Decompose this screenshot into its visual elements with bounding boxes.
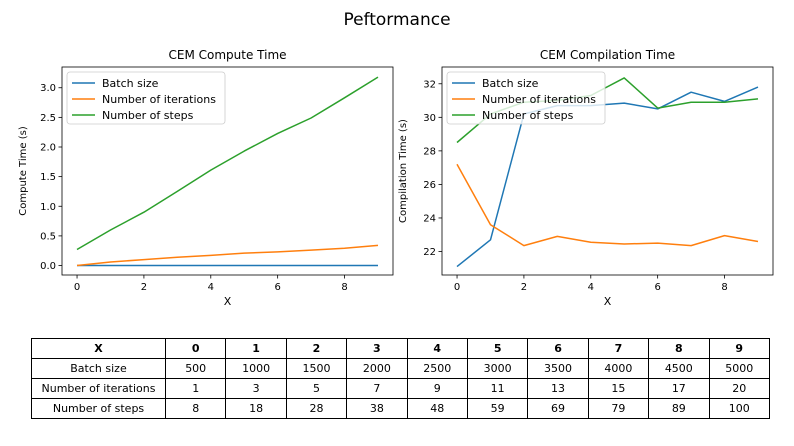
table-row: Batch size 500 1000 1500 2000 2500 3000 … <box>31 358 771 379</box>
y-tick-label: 32 <box>423 79 436 90</box>
table-cell: 15 <box>587 378 650 399</box>
series-line-0 <box>456 86 759 268</box>
x-tick-label: 0 <box>454 282 460 293</box>
x-tick-label: 8 <box>721 282 727 293</box>
table-cell: 100 <box>708 398 771 419</box>
y-tick-label: 1.5 <box>40 172 56 183</box>
figure-title: Peftormance <box>343 10 451 30</box>
table-cell: 18 <box>225 398 287 419</box>
x-tick-label: 2 <box>141 282 147 293</box>
table-cell: 20 <box>708 378 771 399</box>
table-header-cell: 2 <box>285 338 348 359</box>
table-cell: 500 <box>164 358 227 379</box>
x-tick-label: 8 <box>341 282 347 293</box>
table-header-cell: 1 <box>225 338 287 359</box>
table-header-cell: 7 <box>587 338 650 359</box>
legend-box <box>446 71 606 125</box>
plot-frame <box>441 66 774 276</box>
x-tick-label: 2 <box>521 282 527 293</box>
x-tick-label: 0 <box>74 282 80 293</box>
table-cell: 69 <box>527 398 589 419</box>
series-line-2 <box>76 76 379 251</box>
x-tick-label: 4 <box>208 282 214 293</box>
y-tick-label: 1.0 <box>40 202 56 213</box>
x-tick-label: 6 <box>274 282 280 293</box>
y-tick-label: 26 <box>423 180 436 191</box>
table-cell: 2500 <box>406 358 468 379</box>
table-header-cell: 9 <box>708 338 771 359</box>
table-cell: 28 <box>285 398 348 419</box>
table-cell: 89 <box>648 398 710 419</box>
table-row: Number of iterations 1 3 5 7 9 11 13 15 … <box>31 378 771 399</box>
legend-label-2: Number of steps <box>482 109 574 122</box>
y-tick-label: 24 <box>423 213 436 224</box>
legend-label-2: Number of steps <box>102 109 194 122</box>
table-row: Number of steps 8 18 28 38 48 59 69 79 8… <box>31 398 771 419</box>
table-cell: 1500 <box>285 358 348 379</box>
y-tick-label: 2.0 <box>40 143 56 154</box>
table-cell: 4500 <box>648 358 710 379</box>
y-tick-label: 0.5 <box>40 231 56 242</box>
y-tick-label: 0.0 <box>40 261 56 272</box>
table-row-label: Batch size <box>31 358 166 379</box>
chart-title: CEM Compilation Time <box>540 48 675 62</box>
y-tick-label: 22 <box>423 247 436 258</box>
x-axis-label: X <box>224 295 232 308</box>
table-cell: 79 <box>587 398 650 419</box>
table-cell: 2000 <box>346 358 408 379</box>
table-row-label: Number of iterations <box>31 378 166 399</box>
legend-box <box>66 71 226 125</box>
table-cell: 3000 <box>466 358 529 379</box>
table-header-cell: 5 <box>466 338 529 359</box>
legend-label-1: Number of iterations <box>102 93 216 106</box>
table-cell: 1000 <box>225 358 287 379</box>
x-tick-label: 6 <box>654 282 660 293</box>
table-cell: 9 <box>406 378 468 399</box>
table-cell: 59 <box>466 398 529 419</box>
table-cell: 13 <box>527 378 589 399</box>
y-tick-label: 3.0 <box>40 83 56 94</box>
table-cell: 8 <box>164 398 227 419</box>
table-cell: 17 <box>648 378 710 399</box>
table-header-cell: 6 <box>527 338 589 359</box>
table-row-label: Number of steps <box>31 398 166 419</box>
y-tick-label: 2.5 <box>40 113 56 124</box>
table-cell: 4000 <box>587 358 650 379</box>
y-axis-label: Compilation Time (s) <box>398 119 409 223</box>
y-axis-label: Compute Time (s) <box>18 126 29 216</box>
x-tick-label: 4 <box>588 282 594 293</box>
table-cell: 3 <box>225 378 287 399</box>
y-tick-label: 28 <box>423 146 436 157</box>
table-cell: 48 <box>406 398 468 419</box>
table-header-row: X 0 1 2 3 4 5 6 7 8 9 <box>31 338 771 359</box>
legend-label-0: Batch size <box>482 77 539 90</box>
legend-label-1: Number of iterations <box>482 93 596 106</box>
series-line-1 <box>76 244 379 267</box>
series-line-1 <box>456 163 759 247</box>
y-tick-label: 30 <box>423 113 436 124</box>
table-header-cell: 8 <box>648 338 710 359</box>
x-axis-label: X <box>604 295 612 308</box>
table-cell: 38 <box>346 398 408 419</box>
chart-title: CEM Compute Time <box>168 48 286 62</box>
plot-frame <box>61 66 394 276</box>
table-cell: 5000 <box>708 358 771 379</box>
table-cell: 7 <box>346 378 408 399</box>
table-header-cell: X <box>31 338 166 359</box>
table-header-cell: 0 <box>164 338 227 359</box>
table-header-cell: 3 <box>346 338 408 359</box>
legend-label-0: Batch size <box>102 77 159 90</box>
performance-table: X 0 1 2 3 4 5 6 7 8 9 Batch size 500 100… <box>31 338 771 419</box>
table-header-cell: 4 <box>406 338 468 359</box>
table-cell: 11 <box>466 378 529 399</box>
table-cell: 3500 <box>527 358 589 379</box>
table-cell: 5 <box>285 378 348 399</box>
table-cell: 1 <box>164 378 227 399</box>
